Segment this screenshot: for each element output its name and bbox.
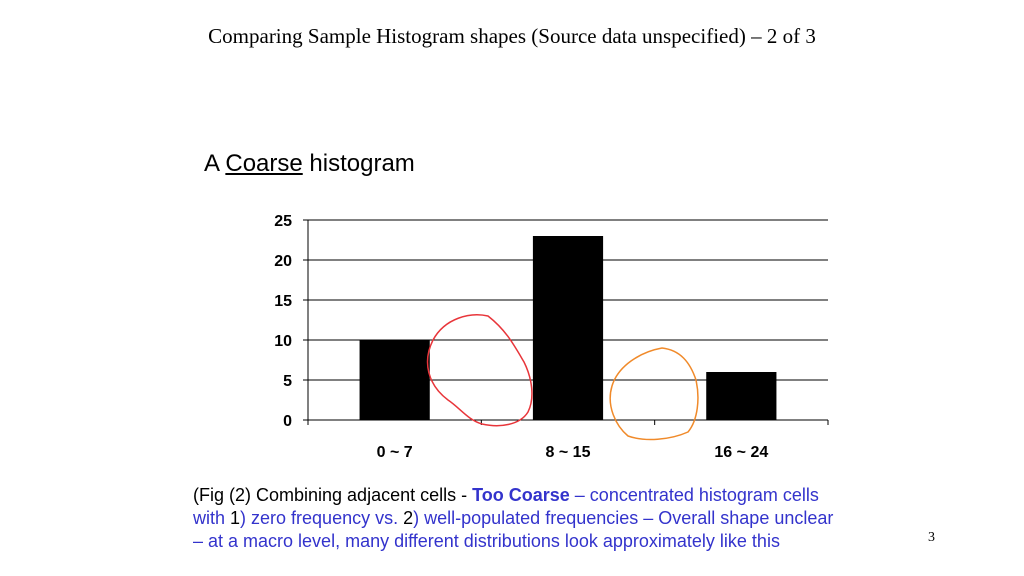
heading-emphasis: Coarse bbox=[225, 150, 303, 177]
orange-annotation-loop bbox=[609, 347, 699, 441]
chart-heading: A Coarse histogram bbox=[204, 150, 415, 178]
bars bbox=[359, 236, 777, 420]
caption-line2-a: with bbox=[193, 508, 231, 528]
y-tick-label-0: 0 bbox=[283, 413, 292, 430]
x-tick-label-1: 8 ~ 15 bbox=[546, 444, 591, 461]
caption-line2-c: ) zero frequency vs. bbox=[240, 508, 404, 528]
y-axis-ticks: 0 5 10 15 20 25 bbox=[274, 213, 308, 430]
slide-title: Comparing Sample Histogram shapes (Sourc… bbox=[208, 24, 816, 48]
bar-0 bbox=[359, 340, 430, 420]
red-annotation-loop bbox=[426, 314, 533, 427]
caption-line3: – at a macro level, many different distr… bbox=[193, 531, 780, 551]
x-tick-label-2: 16 ~ 24 bbox=[714, 444, 768, 461]
y-tick-label-4: 20 bbox=[274, 253, 292, 270]
caption-too-coarse: Too Coarse bbox=[472, 485, 570, 505]
heading-prefix: A bbox=[204, 150, 219, 177]
figure-caption: (Fig (2) Combining adjacent cells - Too … bbox=[193, 484, 913, 553]
page-number: 3 bbox=[928, 530, 935, 545]
y-tick-label-5: 25 bbox=[274, 213, 292, 230]
x-tick-label-0: 0 ~ 7 bbox=[377, 444, 413, 461]
bar-2 bbox=[706, 372, 777, 420]
caption-line2-d: 2 bbox=[403, 508, 414, 528]
caption-line2-e: ) well-populated frequencies – Overall s… bbox=[413, 508, 834, 528]
heading-suffix: histogram bbox=[309, 150, 415, 177]
bar-1 bbox=[532, 236, 604, 420]
y-tick-label-3: 15 bbox=[274, 293, 292, 310]
caption-line2-b: 1 bbox=[230, 508, 241, 528]
x-axis-ticks: 0 ~ 7 8 ~ 15 16 ~ 24 bbox=[307, 420, 829, 461]
caption-line1-a: (Fig (2) Combining adjacent cells - bbox=[193, 485, 473, 505]
y-tick-label-2: 10 bbox=[274, 333, 292, 350]
y-tick-label-1: 5 bbox=[283, 373, 292, 390]
caption-line1-c: – concentrated histogram cells bbox=[569, 485, 819, 505]
